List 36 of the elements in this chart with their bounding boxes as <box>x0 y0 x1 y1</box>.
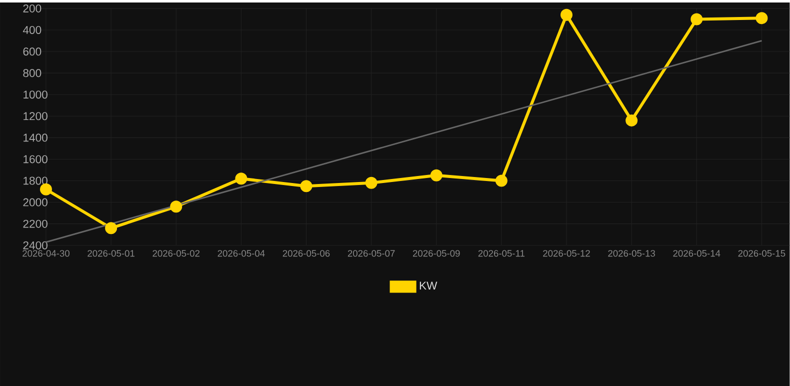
y-tick-label: 1800 <box>24 176 48 185</box>
point <box>495 174 508 187</box>
y-tick-label: 800 <box>23 68 42 77</box>
x-tick-label: 2026-05-12 <box>543 250 590 257</box>
legend-label: KW <box>420 282 438 290</box>
x-tick-label: 2026-05-14 <box>673 250 720 257</box>
y-tick-label: 2400 <box>23 241 48 250</box>
y-tick-label: 400 <box>22 26 42 34</box>
y-tick-label: 2200 <box>23 220 48 228</box>
y-tick-label: 1600 <box>24 155 48 164</box>
x-tick-label: 2026-05-11 <box>478 250 524 257</box>
point <box>365 176 378 189</box>
x-tick-label: 2026-05-13 <box>608 250 655 257</box>
point <box>235 172 248 184</box>
y-tick-label: 600 <box>23 47 42 56</box>
x-tick-label: 2026-05-06 <box>282 250 330 257</box>
x-tick-label: 2026-05-07 <box>348 250 395 257</box>
point <box>105 222 118 234</box>
x-tick-label: 2026-05-15 <box>738 250 786 257</box>
point <box>756 12 768 24</box>
y-tick-label: 200 <box>23 4 42 12</box>
y-tick-label: 1000 <box>24 90 48 98</box>
point <box>170 200 182 212</box>
point <box>626 114 638 126</box>
point <box>690 13 703 26</box>
point <box>430 169 442 182</box>
x-tick-label: 2026-05-09 <box>412 250 460 257</box>
y-tick-label: 1200 <box>24 112 48 120</box>
x-tick-label: 2026-05-02 <box>152 250 200 257</box>
y-tick-label: 2000 <box>23 198 48 206</box>
y-tick-label: 1400 <box>24 134 48 142</box>
x-tick-label: 2026-05-01 <box>88 250 134 257</box>
point <box>300 180 312 192</box>
x-tick-label: 2026-05-04 <box>218 250 265 257</box>
point <box>560 8 573 21</box>
x-tick-label: 2026-04-30 <box>22 250 70 257</box>
